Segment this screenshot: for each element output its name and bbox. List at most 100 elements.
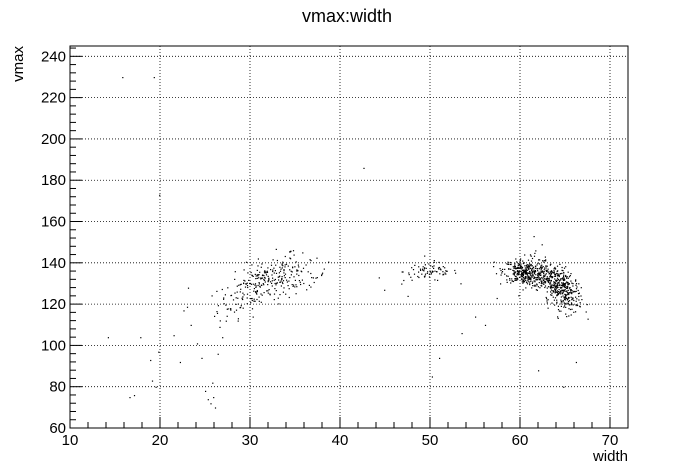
data-point (555, 286, 557, 288)
data-point (512, 273, 514, 275)
data-point (526, 264, 528, 266)
data-point (512, 280, 515, 283)
data-point (566, 276, 568, 278)
data-point (562, 283, 564, 285)
data-point (255, 291, 257, 293)
data-point (563, 267, 566, 269)
data-point (558, 293, 560, 295)
data-point (520, 274, 522, 276)
data-point (279, 275, 281, 277)
data-points (107, 77, 589, 409)
data-point (439, 357, 441, 359)
data-point (540, 270, 542, 272)
data-point (273, 267, 275, 269)
data-point (254, 284, 256, 286)
data-point (232, 299, 235, 301)
data-point (433, 267, 435, 269)
data-point (546, 279, 548, 281)
data-point (267, 267, 269, 269)
data-point (524, 269, 526, 271)
y-tick-label: 100 (41, 337, 66, 354)
data-point (553, 285, 555, 287)
data-point (282, 282, 284, 285)
data-point (546, 287, 548, 289)
data-point (558, 292, 561, 294)
data-point (460, 283, 462, 285)
data-point (550, 270, 552, 272)
data-point (267, 284, 269, 286)
axis-ticks: 10 20 30 40 50 60 70 60 80 100 120 140 160 180 200 220 2… (41, 47, 629, 449)
data-point (424, 264, 426, 266)
data-point (550, 274, 552, 276)
data-point (570, 304, 572, 306)
data-point (507, 263, 509, 265)
data-point (554, 290, 556, 292)
data-point (196, 343, 199, 345)
data-point (555, 282, 557, 284)
data-point (436, 271, 438, 273)
data-point (569, 289, 571, 291)
data-point (438, 261, 440, 263)
data-point (424, 267, 426, 269)
data-point (528, 281, 530, 283)
data-point (535, 279, 537, 281)
data-point (538, 282, 540, 284)
data-point (547, 281, 549, 283)
data-point (559, 291, 561, 293)
data-point (568, 296, 570, 299)
data-point (551, 276, 553, 278)
data-point (529, 272, 531, 274)
data-point (522, 260, 524, 262)
data-point (565, 306, 567, 308)
data-point (554, 288, 556, 290)
data-point (428, 273, 430, 275)
data-point (445, 270, 447, 272)
data-point (541, 264, 543, 266)
data-point (290, 250, 292, 253)
data-point (563, 274, 565, 276)
data-point (527, 267, 529, 269)
data-point (558, 273, 560, 275)
data-point (267, 275, 269, 277)
data-point (549, 279, 551, 281)
data-point (420, 269, 422, 271)
data-point (321, 273, 323, 275)
data-point (216, 290, 218, 292)
data-point (255, 275, 257, 277)
data-point (566, 294, 568, 296)
data-point (295, 261, 297, 263)
data-point (310, 286, 312, 288)
data-point (424, 275, 426, 277)
data-point (264, 270, 266, 272)
data-point (289, 257, 291, 259)
data-point (249, 282, 251, 285)
y-tick-label: 160 (41, 214, 66, 231)
data-point (539, 259, 541, 261)
data-point (273, 299, 275, 301)
data-point (533, 255, 536, 257)
data-point (417, 275, 419, 278)
data-point (551, 302, 553, 304)
plot-frame (69, 45, 629, 429)
data-point (512, 266, 514, 268)
data-point (528, 272, 530, 274)
data-point (514, 265, 516, 268)
data-point (572, 297, 574, 299)
data-point (408, 272, 410, 274)
data-point (429, 270, 431, 272)
data-point (523, 277, 525, 279)
data-point (550, 294, 552, 296)
data-point (504, 273, 506, 275)
data-point (413, 273, 416, 275)
data-point (546, 298, 548, 300)
data-point (212, 382, 214, 384)
data-point (216, 312, 219, 314)
data-point (290, 274, 292, 276)
data-point (506, 281, 508, 283)
data-point (519, 270, 521, 272)
data-point (518, 276, 521, 278)
data-point (173, 335, 175, 337)
data-point (322, 272, 324, 274)
data-point (426, 272, 428, 274)
data-point (530, 260, 533, 262)
